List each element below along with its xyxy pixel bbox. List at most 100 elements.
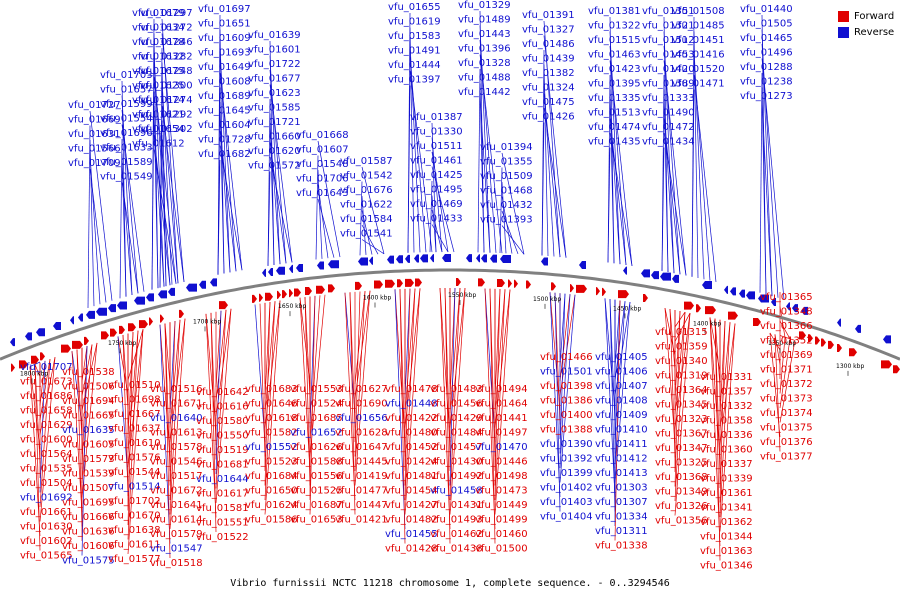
forward-gene-arrow [753,317,761,326]
forward-gene-arrow [602,287,606,296]
reverse-gene-arrow [158,290,167,299]
reverse-gene-label: vfu_01328 [458,58,511,69]
forward-callout-line [29,361,41,367]
forward-gene-arrow [119,325,125,334]
forward-gene-label: vfu_01556 [290,471,343,482]
reverse-callout-line [691,89,695,277]
forward-callout-line [309,295,321,443]
forward-callout-line [81,346,88,382]
forward-callout-line [404,288,411,399]
forward-gene-label: vfu_01360 [700,445,753,456]
forward-gene-label: vfu_01646 [245,399,298,410]
forward-gene-label: vfu_01658 [20,406,73,417]
forward-gene-label: vfu_01438 [430,544,483,555]
reverse-swatch [838,26,849,38]
forward-gene-label: vfu_01352 [760,336,813,347]
forward-gene-label: vfu_01650 [245,486,298,497]
forward-callout-line [449,288,461,501]
forward-callout-line [81,342,98,498]
reverse-callout-line [317,140,341,258]
reverse-gene-arrow [442,254,451,263]
scale-tick-label: 1550 kbp [448,292,476,299]
forward-gene-label: vfu_01670 [108,511,161,522]
forward-gene-label: vfu_01499 [475,515,528,526]
forward-callout-line [34,364,41,464]
forward-gene-label: vfu_01637 [108,424,161,435]
forward-gene-label: vfu_01641 [150,500,203,511]
reverse-gene-arrow [579,261,586,270]
scale-tick-label: 1300 kbp [836,363,864,370]
forward-gene-label: vfu_01419 [335,471,388,482]
chromosome-backbone [0,268,900,361]
forward-callout-line [29,366,41,537]
reverse-callout-line [269,69,287,264]
forward-callout-line [159,324,171,544]
reverse-callout-line [219,116,231,273]
forward-callout-line [127,330,139,453]
forward-gene-label: vfu_01656 [335,413,388,424]
forward-gene-label: vfu_01386 [540,396,593,407]
scale-tick-label: 1350 kbp [768,340,796,347]
forward-gene-label: vfu_01610 [108,438,161,449]
forward-gene-label: vfu_01341 [700,503,753,514]
reverse-gene-arrow [883,335,891,344]
forward-callout-line [344,292,356,414]
forward-gene-label: vfu_01667 [108,409,161,420]
reverse-gene-label: vfu_01395 [588,79,641,90]
forward-gene-label: vfu_01303 [595,483,648,494]
reverse-gene-arrow [108,304,116,313]
legend-forward-label: Forward [854,10,895,22]
forward-gene-arrow [355,281,362,290]
forward-callout-line [399,289,406,544]
forward-callout-line [494,289,501,399]
forward-callout-line [774,334,781,365]
reverse-callout-line [89,154,101,305]
reverse-callout-line [161,91,179,284]
reverse-gene-arrow [430,254,434,263]
reverse-gene-label: vfu_01513 [588,108,641,119]
forward-callout-line [404,288,416,414]
forward-gene-label: vfu_01636 [62,527,115,538]
reverse-gene-label: vfu_01660 [248,132,301,143]
reverse-gene-label: vfu_01491 [388,46,441,57]
reverse-gene-label: vfu_01238 [740,77,793,88]
forward-callout-line [304,297,311,399]
forward-gene-arrow [808,334,813,343]
reverse-gene-arrow [96,307,107,316]
forward-gene-label: vfu_01640 [150,413,203,424]
forward-gene-arrow [282,290,287,299]
reverse-gene-label: vfu_01548 [296,159,349,170]
forward-gene-label: vfu_01698 [108,395,161,406]
forward-gene-label: vfu_01470 [475,442,528,453]
forward-callout-line [39,358,51,421]
reverse-callout-line [121,182,139,294]
reverse-gene-arrow [672,274,679,283]
forward-gene-arrow [705,306,716,315]
reverse-gene-label: vfu_01511 [410,141,463,152]
forward-gene-label: vfu_01346 [700,561,753,572]
forward-callout-line [614,301,626,382]
reverse-callout-line [361,210,373,255]
forward-callout-line [559,293,566,454]
forward-gene-label: vfu_01577 [108,554,161,565]
forward-gene-label: vfu_01683 [245,384,298,395]
reverse-gene-label: vfu_01668 [296,130,349,141]
forward-callout-line [34,364,41,377]
forward-gene-label: vfu_01524 [290,399,343,410]
reverse-gene-arrow [702,280,712,289]
forward-gene-label: vfu_01473 [475,486,528,497]
forward-callout-line [779,335,796,341]
forward-gene-label: vfu_01517 [150,471,203,482]
reverse-callout-line [153,76,177,284]
forward-callout-line [169,320,176,414]
reverse-gene-arrow [771,298,776,307]
forward-callout-line [549,292,561,411]
reverse-gene-arrow [420,254,428,263]
forward-gene-label: vfu_01340 [655,356,708,367]
legend-reverse: Reverse [838,24,894,40]
forward-gene-label: vfu_01602 [20,536,73,547]
reverse-gene-arrow [724,285,728,294]
reverse-callout-line [607,147,611,263]
forward-gene-label: vfu_01500 [475,544,528,555]
forward-gene-arrow [265,292,273,301]
